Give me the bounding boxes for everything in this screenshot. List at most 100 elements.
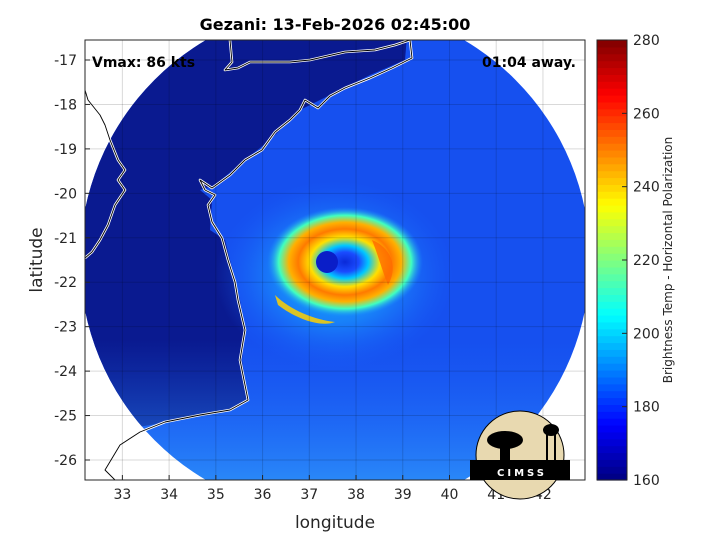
colorbar-tick-label: 200 <box>633 326 660 342</box>
colorbar-segment <box>597 60 627 69</box>
y-tick-label: -22 <box>54 275 77 291</box>
colorbar-segment <box>597 452 627 460</box>
colorbar-segment <box>597 466 627 474</box>
colorbar-segment <box>597 266 627 275</box>
colorbar-tick-label: 280 <box>633 33 660 49</box>
colorbar-segment <box>597 108 627 117</box>
colorbar-segment <box>597 335 627 344</box>
x-tick-label: 39 <box>394 487 412 503</box>
colorbar-segment <box>597 53 627 62</box>
y-tick-label: -21 <box>54 231 77 247</box>
colorbar-segment <box>597 294 627 302</box>
colorbar-segment <box>597 74 627 82</box>
colorbar-segment <box>597 438 627 447</box>
colorbar-segment <box>597 370 627 378</box>
colorbar-tick-label: 240 <box>633 180 660 196</box>
colorbar-segment <box>597 459 627 467</box>
colorbar-segment <box>597 431 627 440</box>
time-away-annotation: 01:04 away. <box>482 55 576 71</box>
x-tick-label: 38 <box>347 487 365 503</box>
colorbar-segment <box>597 211 627 220</box>
colorbar-segment <box>597 328 627 337</box>
colorbar-segment <box>597 143 627 151</box>
colorbar-segment <box>597 239 627 247</box>
colorbar-tick-label: 180 <box>633 400 660 416</box>
colorbar-segment <box>597 232 627 240</box>
colorbar-segment <box>597 260 627 268</box>
x-tick-label: 35 <box>207 487 225 503</box>
colorbar-segment <box>597 205 627 213</box>
colorbar-segment <box>597 246 627 254</box>
colorbar-segment <box>597 273 627 282</box>
colorbar-tick-label: 220 <box>633 253 660 269</box>
colorbar-segment <box>597 376 627 385</box>
colorbar-segment <box>597 81 627 89</box>
cimss-logo-text: CIMSS <box>497 468 547 479</box>
colorbar-segment <box>597 404 627 412</box>
colorbar-segment <box>597 308 627 316</box>
cimss-logo: CIMSS <box>470 410 570 500</box>
colorbar-segment <box>597 136 627 144</box>
y-axis: -17 -18 -19 -20 -21 -22 -23 -24 -25 -26 <box>54 53 90 469</box>
colorbar-segment <box>597 342 627 350</box>
y-tick-label: -19 <box>54 142 77 158</box>
vmax-annotation: Vmax: 86 kts <box>92 55 195 71</box>
x-tick-label: 34 <box>160 487 178 503</box>
colorbar-segment <box>597 287 627 295</box>
colorbar-label: Brightness Temp - Horizontal Polarizatio… <box>661 137 675 384</box>
colorbar-segment <box>597 418 627 426</box>
colorbar-segment <box>597 67 627 75</box>
colorbar-segment <box>597 95 627 103</box>
colorbar-segment <box>597 363 627 371</box>
colorbar-segment <box>597 349 627 357</box>
colorbar-segment <box>597 46 627 55</box>
colorbar-segment <box>597 473 627 481</box>
x-axis: 33 34 35 36 37 38 39 40 41 42 <box>113 475 552 503</box>
storm-eye <box>316 251 338 273</box>
colorbar-tick-label: 160 <box>633 473 660 489</box>
colorbar-segment <box>597 198 627 206</box>
x-axis-label: longitude <box>295 513 375 533</box>
axes-frame <box>84 39 586 481</box>
chart-title: Gezani: 13-Feb-2026 02:45:00 <box>200 15 471 34</box>
colorbar-segment <box>597 425 627 433</box>
y-tick-label: -18 <box>54 97 77 113</box>
y-tick-label: -26 <box>54 453 77 469</box>
x-tick-label: 36 <box>254 487 272 503</box>
x-tick-label: 40 <box>441 487 459 503</box>
colorbar-segment <box>597 163 627 172</box>
colorbar-segment <box>597 88 627 96</box>
gridlines <box>85 40 585 480</box>
eyewall <box>267 207 423 317</box>
colorbar-segment <box>597 101 627 110</box>
colorbar-segment <box>597 301 627 309</box>
x-tick-label: 33 <box>113 487 131 503</box>
colorbar-segment <box>597 280 627 289</box>
brightness-swath <box>85 40 585 480</box>
colorbar-segment <box>597 225 627 234</box>
colorbar: 160 180 200 220 240 260 280 Brightness Temp - … <box>596 33 675 489</box>
colorbar-segment <box>597 129 627 137</box>
colorbar-segment <box>597 218 627 227</box>
colorbar-segment <box>597 321 627 330</box>
y-axis-label: latitude <box>27 227 47 292</box>
y-tick-label: -24 <box>54 364 77 380</box>
land-region <box>85 40 410 440</box>
colorbar-segment <box>597 397 627 405</box>
colorbar-segment <box>597 150 627 158</box>
colorbar-segment <box>597 383 627 392</box>
colorbar-segment <box>597 184 627 192</box>
y-tick-label: -23 <box>54 320 77 336</box>
colorbar-segment <box>597 191 627 199</box>
colorbar-segment <box>597 122 627 130</box>
colorbar-segment <box>597 390 627 399</box>
y-tick-label: -17 <box>54 53 77 69</box>
colorbar-segment <box>597 177 627 185</box>
colorbar-segment <box>597 315 627 323</box>
colorbar-segment <box>597 445 627 454</box>
x-tick-label: 37 <box>300 487 318 503</box>
colorbar-segment <box>597 253 627 261</box>
y-tick-label: -25 <box>54 409 77 425</box>
colorbar-segment <box>597 356 627 364</box>
